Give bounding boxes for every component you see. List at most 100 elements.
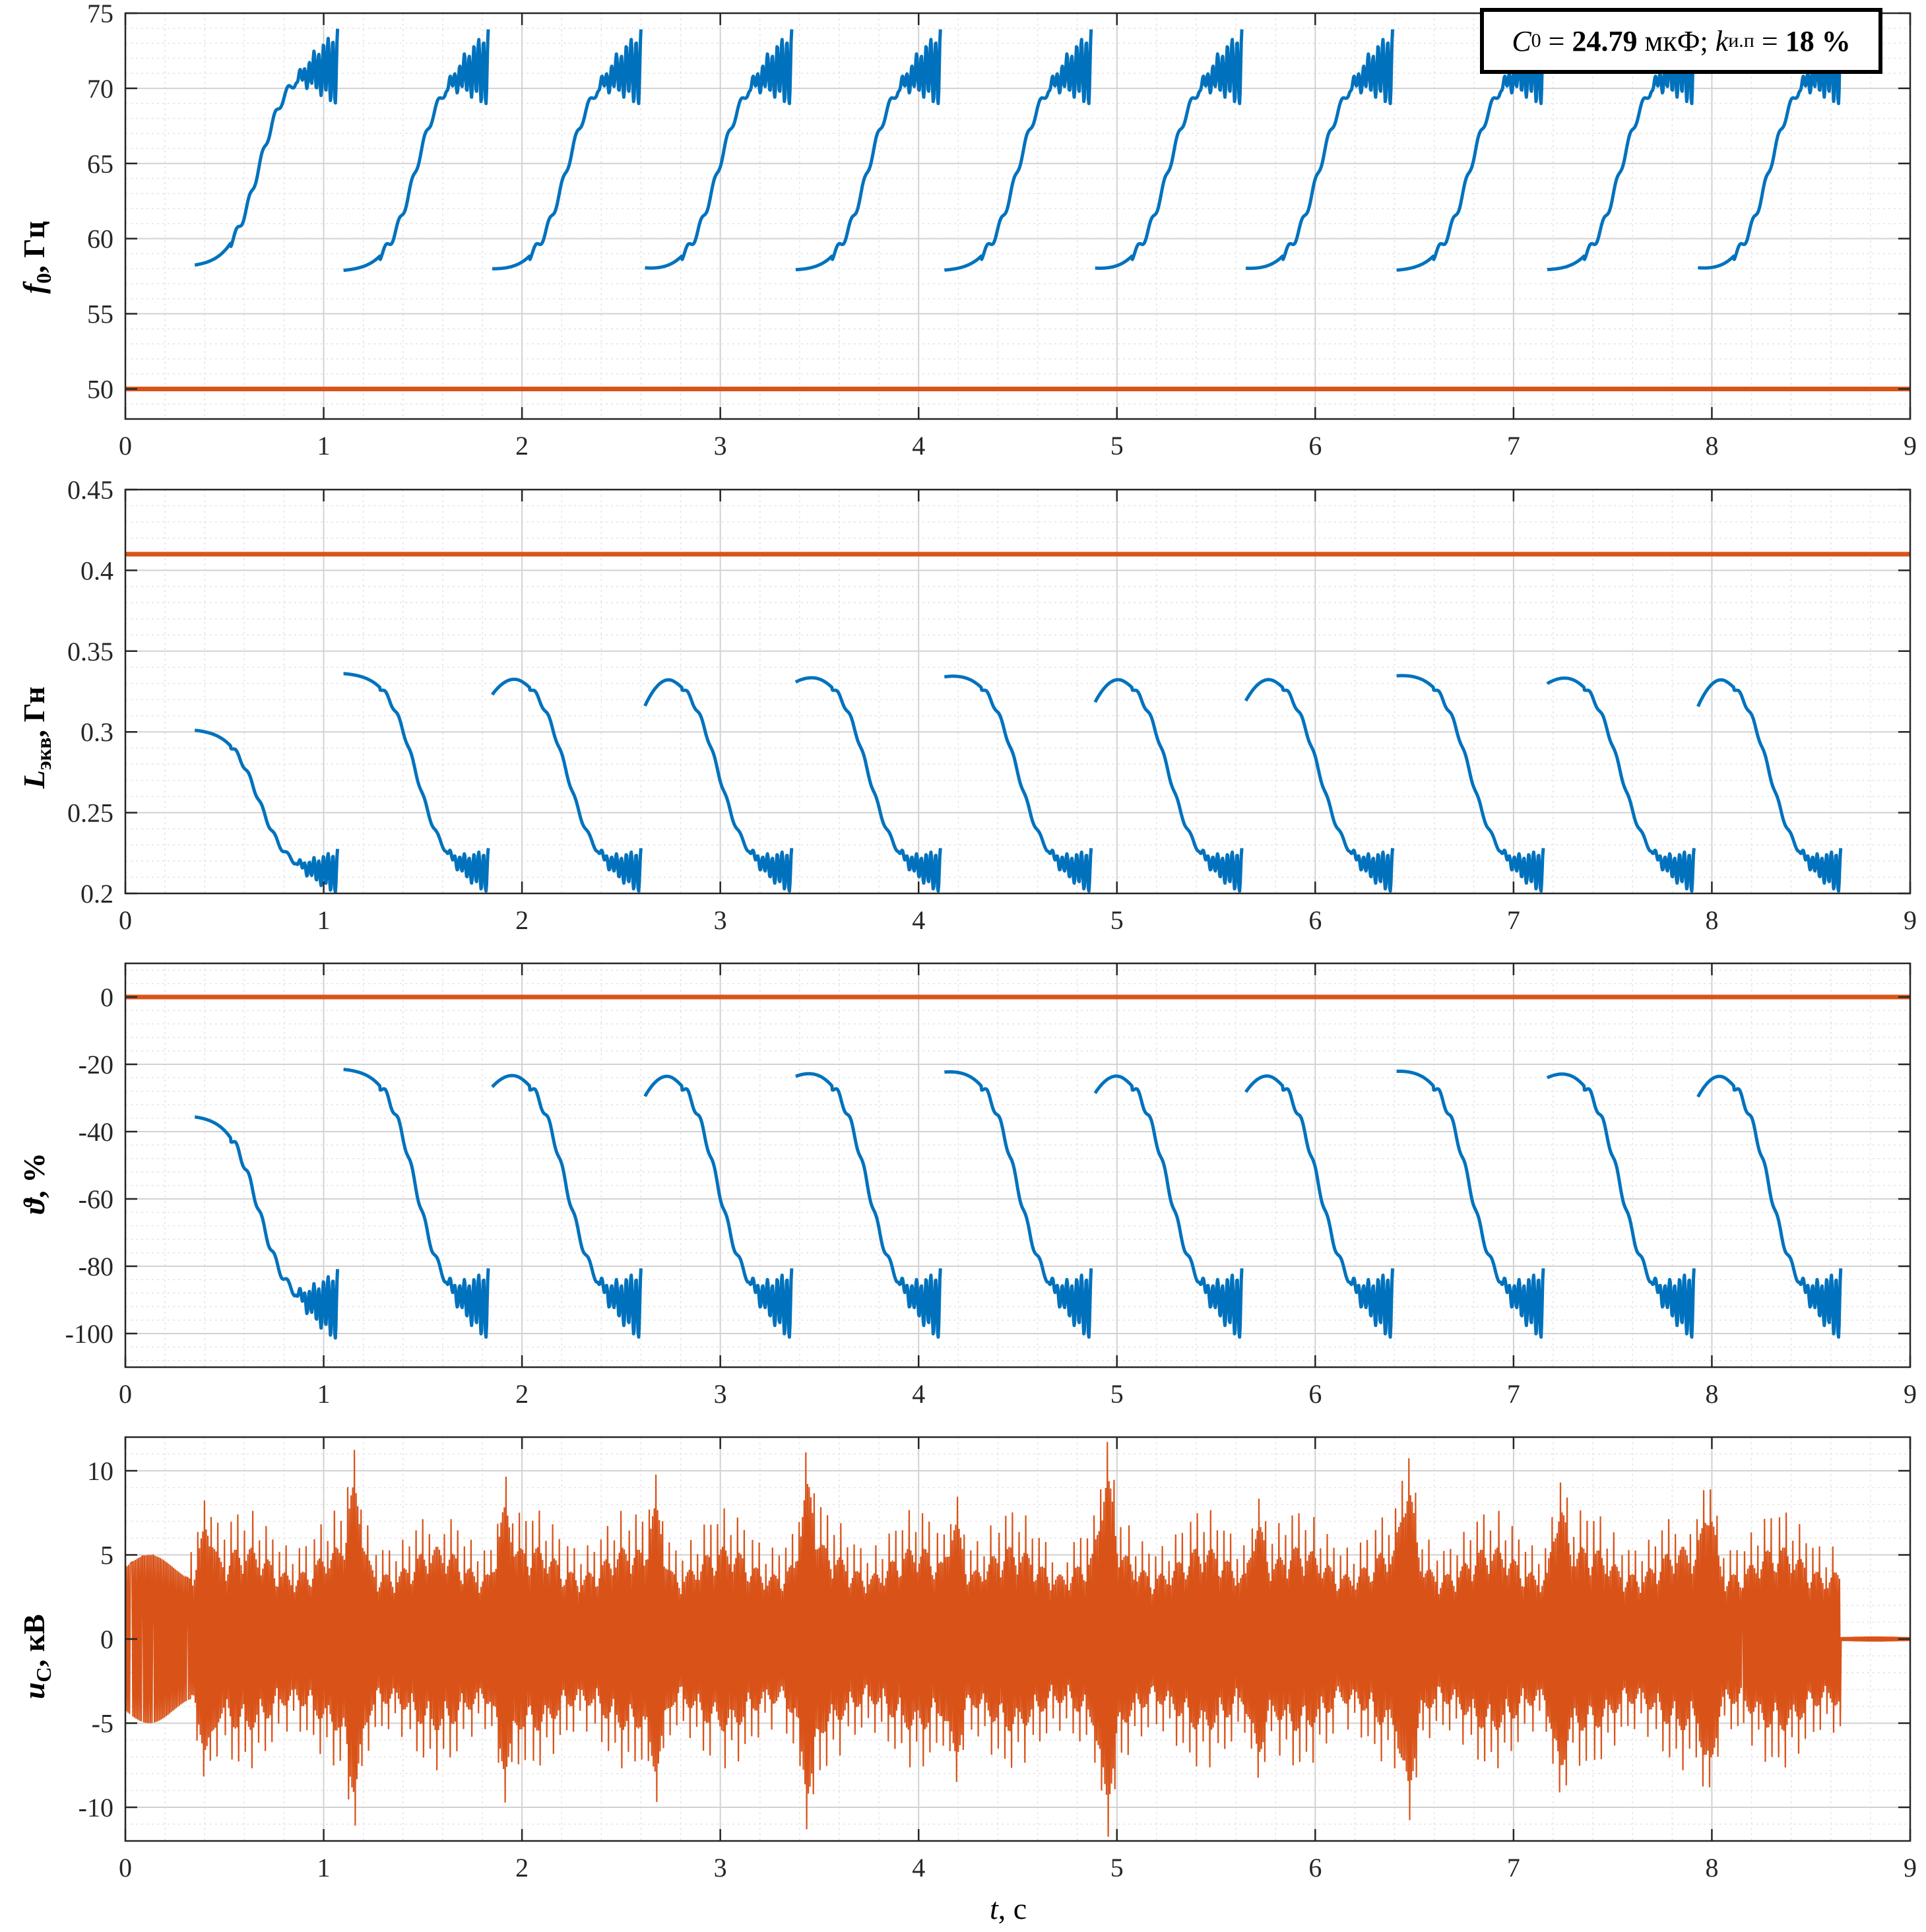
x-tick-label: 5 [1110, 1853, 1124, 1883]
ylabel-lekv-unit: , Гн [16, 686, 51, 738]
legend-c-unit: мкФ; [1637, 24, 1716, 57]
xlabel-time-unit: , с [998, 1892, 1027, 1925]
legend-k-unit: % [1814, 24, 1851, 57]
ylabel-f0: f0, Гц [16, 181, 56, 294]
y-tick-label: 10 [87, 1456, 113, 1486]
x-tick-label: 2 [515, 905, 529, 935]
series-f0-segment-6 [943, 29, 1093, 272]
x-tick-label: 7 [1507, 905, 1520, 935]
series-detuning-segment-1 [193, 1115, 340, 1340]
x-tick-label: 4 [912, 1379, 925, 1409]
x-tick-label: 3 [714, 1379, 727, 1409]
x-tick-label: 2 [515, 1853, 529, 1883]
x-tick-label: 3 [714, 431, 727, 461]
series-L_ekv-segment-10 [1546, 676, 1696, 893]
y-tick-label: -100 [65, 1319, 113, 1349]
legend-k-value: 18 [1785, 24, 1814, 57]
ylabel-uc-unit: , кВ [16, 1614, 51, 1667]
legend-k-sub: и.п [1728, 30, 1754, 51]
ylabel-detuning: ϑ, % [16, 1122, 56, 1214]
x-tick-label: 0 [119, 1853, 132, 1883]
ylabel-lekv: Lэкв, Гн [16, 650, 56, 789]
series-detuning-segment-7 [1093, 1074, 1244, 1339]
x-tick-label: 7 [1507, 431, 1520, 461]
ylabel-lekv-sub: экв [32, 737, 56, 770]
series-L_ekv-segment-3 [491, 678, 643, 893]
y-tick-label: 70 [87, 74, 113, 104]
x-tick-label: 9 [1904, 1379, 1917, 1409]
ylabel-uc-sub: C [32, 1667, 56, 1683]
ticks [124, 488, 1911, 895]
ylabel-detuning-unit: , % [16, 1152, 51, 1198]
minor-grid [125, 13, 1911, 420]
x-tick-label: 5 [1110, 431, 1124, 461]
ylabel-f0-symbol: f [16, 283, 51, 294]
axes-3: 0 1 2 3 4 5 6 7 8 9 -100 -80 -60 -40 -20 0 [65, 962, 1917, 1409]
axes-box [124, 488, 1911, 895]
x-tick-label: 8 [1705, 905, 1718, 935]
series-L_ekv-segment-1 [193, 728, 340, 894]
x-tick-label: 3 [714, 905, 727, 935]
y-tick-label: 0.45 [67, 475, 113, 505]
x-tick-label: 4 [912, 1853, 925, 1883]
y-tick-label: 55 [87, 300, 113, 329]
minor-grid [125, 963, 1911, 1367]
x-tick-label: 4 [912, 431, 925, 461]
axes-1: 0 1 2 3 4 5 6 7 8 9 50 55 60 65 70 75 [87, 0, 1917, 461]
series-detuning-segment-2 [342, 1068, 490, 1339]
ylabel-uc-symbol: u [16, 1682, 51, 1700]
series-f0-segment-1 [193, 28, 340, 267]
series-f0-segment-5 [794, 29, 942, 272]
x-tick-label: 6 [1308, 431, 1322, 461]
legend-k-symbol: k [1715, 24, 1729, 57]
major-grid [125, 13, 1911, 419]
x-tick-label: 5 [1110, 1379, 1124, 1409]
x-tick-label: 3 [714, 1853, 727, 1883]
legend-c-value: 24.79 [1572, 24, 1638, 57]
series-detuning-segment-3 [491, 1074, 643, 1339]
y-tick-label: 0.3 [80, 717, 113, 747]
series-detuning-segment-10 [1546, 1072, 1696, 1339]
y-tick-label: -20 [79, 1050, 113, 1079]
y-tick-label: -60 [79, 1184, 113, 1214]
xlabel-time-symbol: t [990, 1892, 998, 1925]
ticks [124, 12, 1911, 419]
axes-4: 0 1 2 3 4 5 6 7 8 9 -10 -5 0 5 10 [79, 1436, 1917, 1883]
y-tick-label: 0.25 [67, 798, 113, 828]
x-tick-label: 5 [1110, 905, 1124, 935]
series-L_ekv-segment-7 [1093, 678, 1244, 893]
series-detuning-segment-6 [943, 1070, 1093, 1339]
series-detuning-segment-11 [1696, 1074, 1843, 1339]
axes-box [124, 12, 1911, 420]
series-L_ekv-segment-4 [643, 678, 794, 893]
y-tick-label: 60 [87, 224, 113, 254]
series-f0-segment-3 [491, 29, 643, 271]
x-tick-label: 8 [1705, 1379, 1718, 1409]
series-detuning-segment-4 [643, 1074, 794, 1339]
y-tick-label: 0.4 [80, 556, 113, 585]
x-tick-label: 6 [1308, 1853, 1322, 1883]
x-tick-label: 7 [1507, 1379, 1520, 1409]
ylabel-f0-unit: , Гц [16, 220, 51, 273]
series-L_ekv-segment-8 [1244, 678, 1395, 893]
legend-eq2: = [1754, 24, 1785, 57]
ticks [124, 1437, 1911, 1841]
y-tick-label: 65 [87, 149, 113, 179]
series-detuning-segment-8 [1244, 1074, 1395, 1339]
y-tick-label: -80 [79, 1252, 113, 1281]
x-tick-label: 1 [317, 1853, 331, 1883]
x-tick-label: 0 [119, 1379, 132, 1409]
series-f0-segment-4 [643, 29, 794, 270]
series-f0-segment-8 [1244, 29, 1395, 271]
x-tick-label: 4 [912, 905, 925, 935]
x-tick-label: 9 [1904, 1853, 1917, 1883]
axes-box [124, 962, 1911, 1368]
y-tick-label: -10 [79, 1793, 113, 1822]
series-detuning-segment-5 [794, 1072, 942, 1339]
y-tick-label: 5 [100, 1541, 113, 1570]
axes-2: 0 1 2 3 4 5 6 7 8 9 0.2 0.25 0.3 0.35 0.4 0.45 [67, 475, 1917, 935]
x-tick-label: 9 [1904, 905, 1917, 935]
y-tick-label: 0 [100, 982, 113, 1012]
